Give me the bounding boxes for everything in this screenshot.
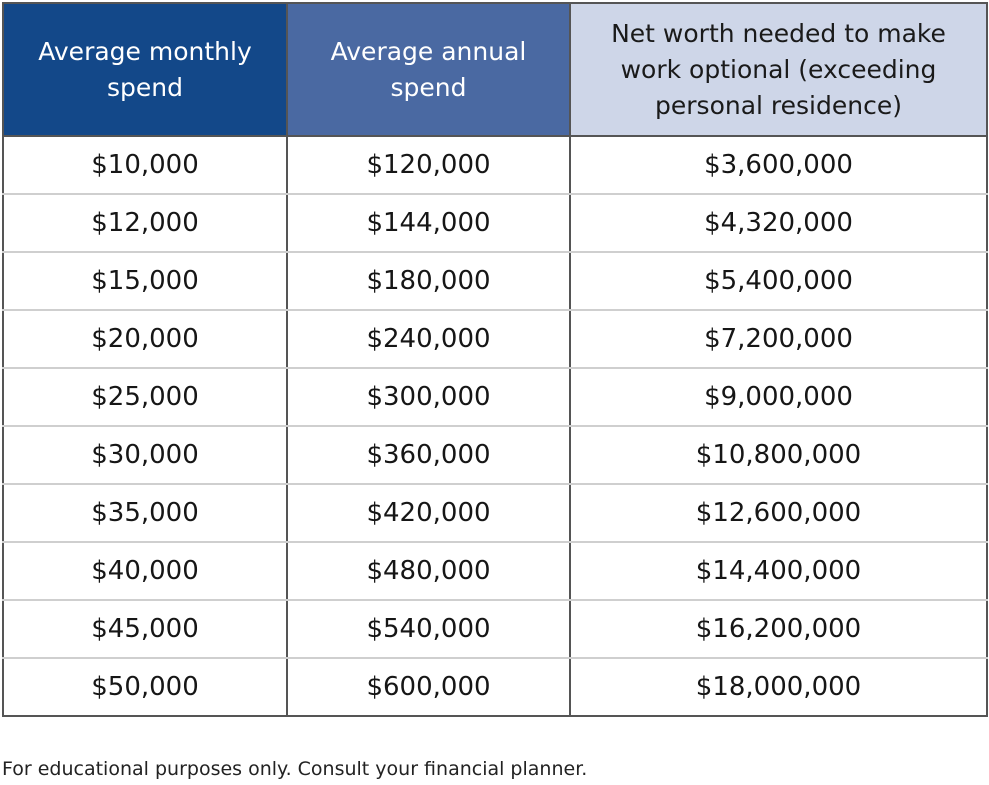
cell-monthly-spend: $30,000: [2, 425, 288, 485]
net-worth-table: Average monthly spend Average annual spe…: [2, 2, 988, 717]
cell-net-worth-needed: $7,200,000: [569, 309, 988, 369]
header-net-worth-needed: Net worth needed to make work optional (…: [569, 2, 988, 137]
header-monthly-spend: Average monthly spend: [2, 2, 288, 137]
header-row: Average monthly spend Average annual spe…: [2, 2, 988, 137]
cell-monthly-spend: $25,000: [2, 367, 288, 427]
table-row: $20,000 $240,000 $7,200,000: [2, 309, 988, 369]
table-row: $10,000 $120,000 $3,600,000: [2, 135, 988, 195]
cell-annual-spend: $300,000: [286, 367, 571, 427]
cell-monthly-spend: $35,000: [2, 483, 288, 543]
table-header: Average monthly spend Average annual spe…: [2, 2, 988, 137]
cell-net-worth-needed: $16,200,000: [569, 599, 988, 659]
cell-monthly-spend: $50,000: [2, 657, 288, 717]
header-annual-spend: Average annual spend: [286, 2, 571, 137]
table-row: $12,000 $144,000 $4,320,000: [2, 193, 988, 253]
table-row: $45,000 $540,000 $16,200,000: [2, 599, 988, 659]
cell-annual-spend: $180,000: [286, 251, 571, 311]
table-row: $35,000 $420,000 $12,600,000: [2, 483, 988, 543]
cell-annual-spend: $540,000: [286, 599, 571, 659]
table-body: $10,000 $120,000 $3,600,000 $12,000 $144,000…: [2, 135, 988, 717]
spending-table-container: Average monthly spend Average annual spe…: [2, 2, 988, 717]
cell-net-worth-needed: $4,320,000: [569, 193, 988, 253]
cell-monthly-spend: $40,000: [2, 541, 288, 601]
cell-net-worth-needed: $5,400,000: [569, 251, 988, 311]
cell-monthly-spend: $20,000: [2, 309, 288, 369]
cell-annual-spend: $480,000: [286, 541, 571, 601]
cell-annual-spend: $360,000: [286, 425, 571, 485]
cell-net-worth-needed: $10,800,000: [569, 425, 988, 485]
table-row: $30,000 $360,000 $10,800,000: [2, 425, 988, 485]
cell-annual-spend: $120,000: [286, 135, 571, 195]
cell-monthly-spend: $45,000: [2, 599, 288, 659]
cell-net-worth-needed: $18,000,000: [569, 657, 988, 717]
cell-annual-spend: $144,000: [286, 193, 571, 253]
cell-net-worth-needed: $14,400,000: [569, 541, 988, 601]
cell-annual-spend: $240,000: [286, 309, 571, 369]
cell-annual-spend: $420,000: [286, 483, 571, 543]
table-row: $15,000 $180,000 $5,400,000: [2, 251, 988, 311]
cell-monthly-spend: $10,000: [2, 135, 288, 195]
cell-monthly-spend: $12,000: [2, 193, 288, 253]
cell-monthly-spend: $15,000: [2, 251, 288, 311]
table-row: $40,000 $480,000 $14,400,000: [2, 541, 988, 601]
cell-net-worth-needed: $3,600,000: [569, 135, 988, 195]
cell-net-worth-needed: $9,000,000: [569, 367, 988, 427]
footnote: For educational purposes only. Consult y…: [2, 758, 588, 780]
cell-net-worth-needed: $12,600,000: [569, 483, 988, 543]
table-row: $50,000 $600,000 $18,000,000: [2, 657, 988, 717]
table-row: $25,000 $300,000 $9,000,000: [2, 367, 988, 427]
cell-annual-spend: $600,000: [286, 657, 571, 717]
